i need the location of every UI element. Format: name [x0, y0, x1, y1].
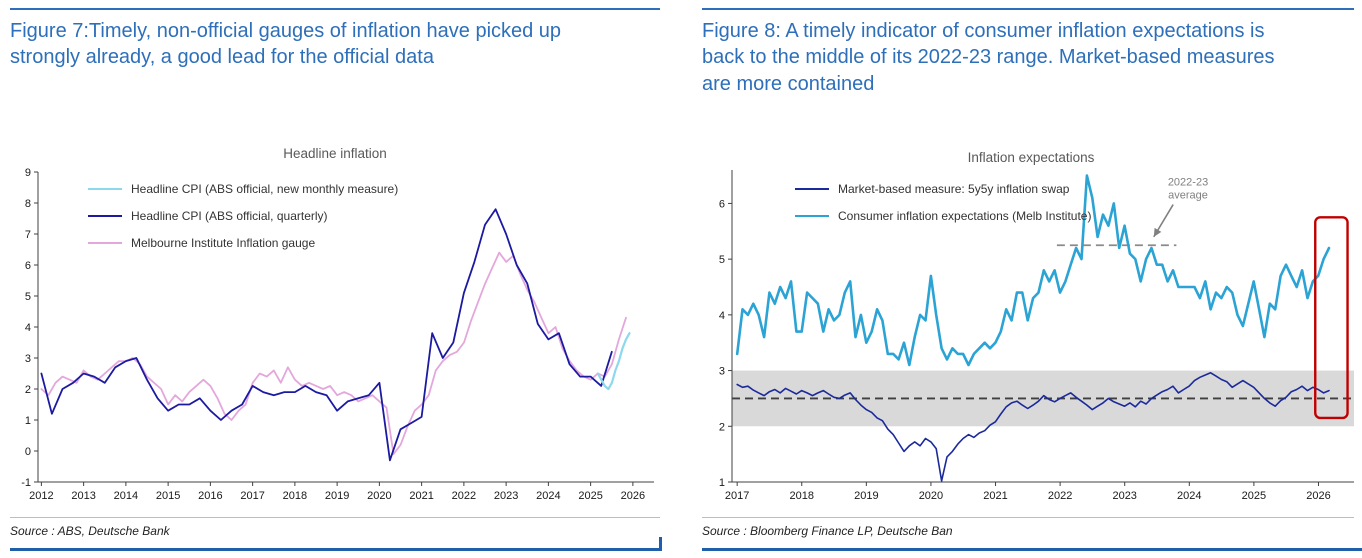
svg-text:-1: -1 [21, 477, 31, 489]
figure7-bottom-rule-end-tick [659, 537, 662, 551]
svg-text:8: 8 [25, 198, 31, 210]
figure7-chart-canvas: -1 0 1 2 3 4 5 6 7 8 9 2012 2013 2014 2015 2016 2017 2018… [21, 167, 654, 502]
svg-text:2022: 2022 [452, 490, 476, 502]
figure8-bottom-rule [702, 548, 1362, 551]
legend-line-swatch [88, 215, 122, 217]
svg-text:2021: 2021 [409, 490, 433, 502]
legend-item: Consumer inflation expectations (Melb In… [795, 209, 1091, 223]
svg-text:2019: 2019 [854, 490, 878, 502]
figure8-top-rule [702, 8, 1354, 10]
legend-line-swatch [795, 214, 829, 218]
svg-text:2019: 2019 [325, 490, 349, 502]
legend-line-swatch [88, 187, 122, 191]
svg-text:2020: 2020 [367, 490, 391, 502]
svg-text:2023: 2023 [1112, 490, 1136, 502]
figure8-legend: Market-based measure: 5y5y inflation swa… [795, 182, 1091, 223]
figure7-top-rule [10, 8, 660, 10]
svg-text:2018: 2018 [283, 490, 307, 502]
svg-text:2017: 2017 [240, 490, 264, 502]
figure8-chart-title: Inflation expectations [967, 150, 1095, 165]
svg-text:2026: 2026 [1306, 490, 1330, 502]
svg-text:2015: 2015 [156, 490, 180, 502]
svg-text:2016: 2016 [198, 490, 222, 502]
figure7-source-rule [10, 517, 660, 518]
svg-text:3: 3 [25, 353, 31, 365]
figure8-panel: Figure 8: A timely indicator of consumer… [702, 0, 1362, 558]
svg-text:4: 4 [719, 310, 725, 322]
svg-text:2012: 2012 [29, 490, 53, 502]
svg-text:2: 2 [719, 421, 725, 433]
legend-label: Melbourne Institute Inflation gauge [131, 236, 316, 250]
svg-text:2: 2 [25, 384, 31, 396]
legend-item: Market-based measure: 5y5y inflation swa… [795, 182, 1091, 196]
figure7-source: Source : ABS, Deutsche Bank [10, 524, 170, 538]
svg-text:average: average [1168, 190, 1208, 202]
legend-item: Melbourne Institute Inflation gauge [88, 236, 398, 250]
svg-text:0: 0 [25, 446, 31, 458]
svg-text:9: 9 [25, 167, 31, 179]
svg-text:3: 3 [719, 366, 725, 378]
svg-text:7: 7 [25, 229, 31, 241]
figure7-panel: Figure 7:Timely, non-official gauges of … [10, 0, 662, 558]
svg-text:2024: 2024 [1177, 490, 1201, 502]
legend-item: Headline CPI (ABS official, quarterly) [88, 209, 398, 223]
svg-text:4: 4 [25, 322, 31, 334]
figure7-legend: Headline CPI (ABS official, new monthly … [88, 182, 398, 250]
svg-text:2018: 2018 [790, 490, 814, 502]
svg-text:1: 1 [719, 477, 725, 489]
svg-text:5: 5 [719, 254, 725, 266]
svg-text:2020: 2020 [919, 490, 943, 502]
legend-line-swatch [88, 242, 122, 244]
svg-text:2013: 2013 [71, 490, 95, 502]
svg-text:6: 6 [25, 260, 31, 272]
svg-text:2022: 2022 [1048, 490, 1072, 502]
figure8-source-rule [702, 517, 1354, 518]
figure8-title: Figure 8: A timely indicator of consumer… [702, 20, 1275, 95]
legend-label: Consumer inflation expectations (Melb In… [838, 209, 1092, 223]
svg-text:2017: 2017 [725, 490, 749, 502]
svg-text:5: 5 [25, 291, 31, 303]
figure8-source: Source : Bloomberg Finance LP, Deutsche … [702, 524, 953, 538]
legend-label: Headline CPI (ABS official, new monthly … [131, 182, 399, 196]
svg-text:2023: 2023 [494, 490, 518, 502]
svg-text:1: 1 [25, 415, 31, 427]
svg-text:2021: 2021 [983, 490, 1007, 502]
svg-text:2025: 2025 [1242, 490, 1266, 502]
svg-text:2014: 2014 [114, 490, 138, 502]
svg-text:2025: 2025 [578, 490, 602, 502]
svg-text:2022-23: 2022-23 [1168, 177, 1208, 189]
figure7-chart-title: Headline inflation [283, 146, 387, 161]
svg-text:2026: 2026 [621, 490, 645, 502]
legend-item: Headline CPI (ABS official, new monthly … [88, 182, 398, 196]
legend-line-swatch [795, 188, 829, 190]
figure8-chart-canvas: 1 2 3 4 5 6 2017 2018 2019 2020 2021 2022 2023 2024 20… [719, 170, 1354, 502]
figure7-title: Figure 7:Timely, non-official gauges of … [10, 20, 562, 69]
legend-label: Market-based measure: 5y5y inflation swa… [838, 182, 1070, 196]
legend-label: Headline CPI (ABS official, quarterly) [131, 209, 328, 223]
figure7-bottom-rule [10, 537, 662, 551]
svg-text:2024: 2024 [536, 490, 560, 502]
svg-text:6: 6 [719, 198, 725, 210]
